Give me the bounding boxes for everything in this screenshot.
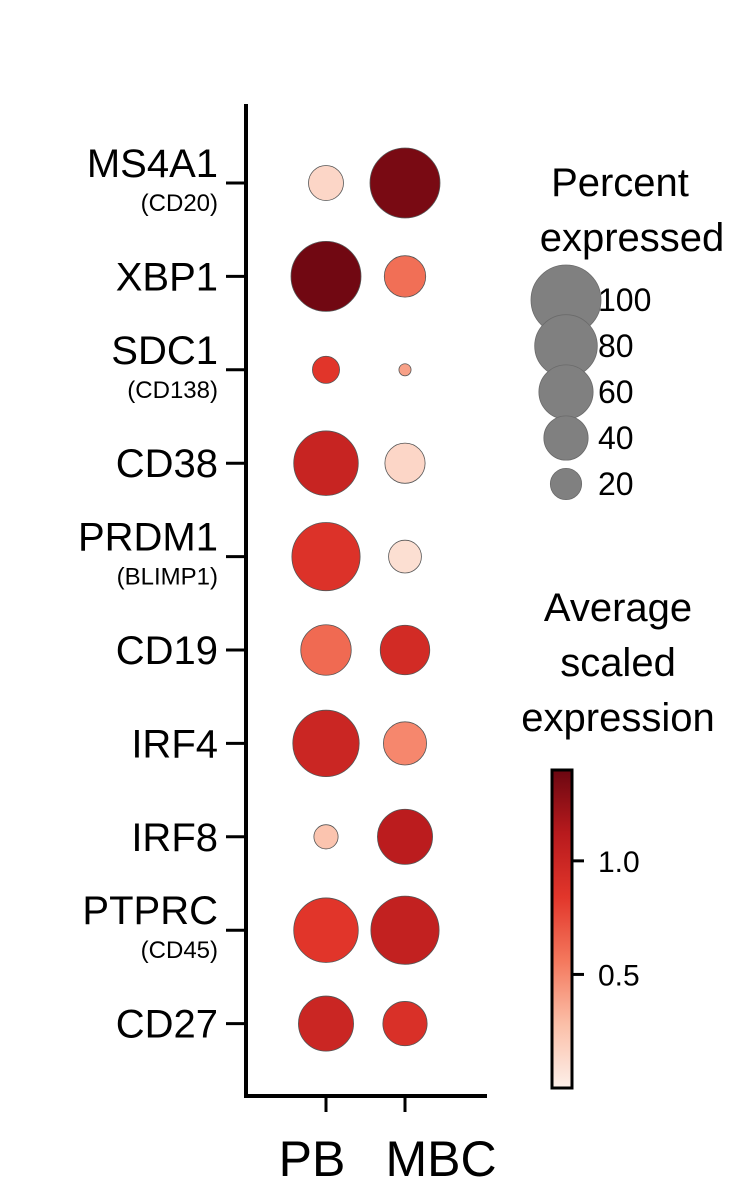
color-legend-title: Average bbox=[544, 586, 692, 630]
dot-cd27-mbc bbox=[382, 1001, 428, 1047]
color-legend-title: expression bbox=[521, 696, 714, 740]
size-legend-label: 40 bbox=[598, 420, 634, 456]
dot-irf8-mbc bbox=[377, 808, 433, 865]
size-legend-dot bbox=[543, 415, 589, 461]
colorbar bbox=[550, 768, 574, 1090]
size-legend-label: 20 bbox=[598, 466, 634, 502]
dot-cd27-pb bbox=[298, 995, 354, 1052]
size-legend-label: 80 bbox=[598, 328, 634, 364]
y-tick-label: IRF4 bbox=[131, 722, 218, 766]
colorbar-tick-label: 1.0 bbox=[598, 846, 640, 879]
dot-cd19-pb bbox=[300, 624, 352, 676]
y-tick-label: CD19 bbox=[116, 629, 218, 673]
size-legend-dot bbox=[538, 364, 594, 420]
x-tick-label: MBC bbox=[385, 1131, 496, 1187]
dot-prdm1-pb bbox=[291, 522, 361, 592]
y-tick-sublabel: (CD20) bbox=[141, 190, 218, 217]
dot-ptprc-pb bbox=[293, 897, 359, 963]
dot-xbp1-pb bbox=[290, 240, 362, 312]
y-tick-label: IRF8 bbox=[131, 816, 218, 860]
colorbar-tick-label: 0.5 bbox=[598, 959, 640, 992]
dot-irf4-mbc bbox=[383, 721, 427, 766]
dot-prdm1-mbc bbox=[388, 539, 422, 574]
y-tick-label: CD27 bbox=[116, 1003, 218, 1047]
dot-cd38-pb bbox=[293, 430, 359, 496]
y-tick-label: SDC1 bbox=[111, 329, 218, 373]
color-legend-title: scaled bbox=[560, 641, 676, 685]
x-tick-label: PB bbox=[279, 1131, 346, 1187]
size-legend-label: 60 bbox=[598, 374, 634, 410]
dot-sdc1-pb bbox=[312, 355, 340, 384]
dot-irf8-pb bbox=[313, 824, 339, 850]
y-tick-sublabel: (CD138) bbox=[127, 377, 218, 404]
dot-cd19-mbc bbox=[379, 624, 431, 676]
size-legend-title: expressed bbox=[540, 216, 725, 260]
y-tick-label: CD38 bbox=[116, 442, 218, 486]
y-tick-label: PRDM1 bbox=[78, 516, 218, 560]
size-legend-label: 100 bbox=[598, 282, 651, 318]
y-tick-label: XBP1 bbox=[116, 255, 218, 299]
size-legend-title: Percent bbox=[551, 161, 689, 205]
dot-xbp1-mbc bbox=[383, 255, 427, 298]
size-legend-dot bbox=[549, 467, 583, 501]
dot-ms4a1-mbc bbox=[369, 147, 441, 219]
dot-cd38-mbc bbox=[384, 442, 426, 484]
dot-sdc1-mbc bbox=[398, 363, 412, 377]
dot-ms4a1-pb bbox=[308, 165, 344, 201]
dot-ptprc-mbc bbox=[370, 895, 440, 965]
dot-irf4-pb bbox=[292, 709, 360, 778]
y-tick-label: MS4A1 bbox=[87, 142, 218, 186]
y-tick-sublabel: (BLIMP1) bbox=[117, 564, 218, 591]
y-tick-sublabel: (CD45) bbox=[141, 937, 218, 964]
y-tick-label: PTPRC bbox=[82, 889, 218, 933]
